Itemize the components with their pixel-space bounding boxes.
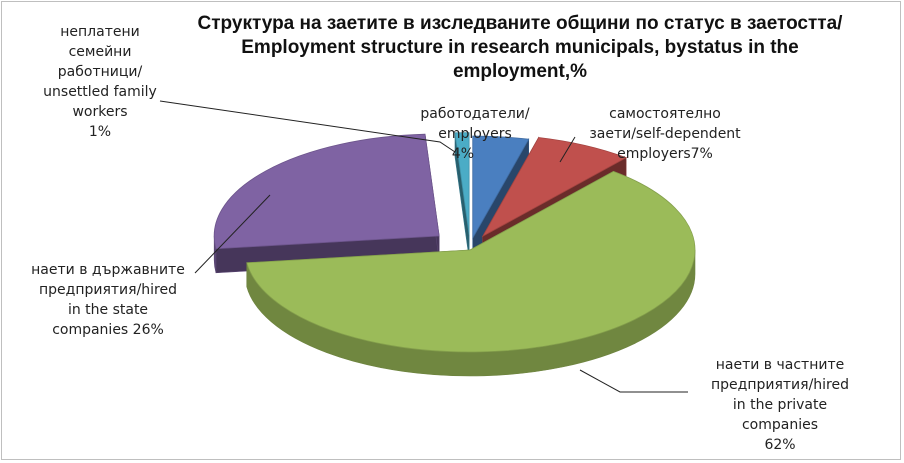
data-label-self-line: самостоятелно <box>609 106 721 122</box>
chart-title-en-1: Employment structure in research municip… <box>241 37 799 58</box>
leader-line-self <box>559 136 576 163</box>
pie-slice-unsettled <box>454 132 470 259</box>
data-label-private-line: наети в частните <box>715 357 845 373</box>
slices-layer <box>213 132 696 377</box>
data-label-employers-line: employers <box>438 126 512 142</box>
data-label-employers-value: 4% <box>451 146 475 162</box>
data-label-unsettled-line: неплатени <box>60 24 140 40</box>
pie-slice-private-top <box>246 170 696 353</box>
chart-title-en-2: employment,% <box>452 61 588 82</box>
pie-slice-state-top <box>213 133 440 250</box>
data-label-state-line: предприятия/hired <box>39 282 177 298</box>
data-label-unsettled-line: семейни <box>68 44 132 60</box>
data-label-unsettled-line: работници/ <box>57 64 143 80</box>
data-label-unsettled-line: 1% <box>88 124 112 140</box>
data-label-self-line: employers7% <box>617 146 713 162</box>
pie-slice-private <box>246 170 696 377</box>
leader-line-unsettled <box>159 100 456 153</box>
data-label-private-line: in the private <box>732 397 828 413</box>
pie-slice-self-top <box>481 137 628 238</box>
pie-slice-unsettled-top <box>454 132 470 235</box>
data-label-state-line: companies 26% <box>52 322 164 338</box>
data-label-state-line: in the state <box>67 302 149 318</box>
data-label-state: наети в държавните предприятия/hired in th… <box>8 260 208 340</box>
pie-slice-employers-top <box>472 135 530 240</box>
data-label-private-line: companies <box>741 417 819 433</box>
chart-title: Структура на заетите в изследваните общи… <box>160 12 880 84</box>
data-label-state-line: наети в държавните <box>31 262 185 278</box>
data-label-private-line: предприятия/hired <box>711 377 849 393</box>
leader-lines <box>159 100 688 393</box>
data-label-private-line: 62% <box>764 437 796 453</box>
data-label-employers: работодатели/employers 4% <box>405 104 545 164</box>
leader-line-state <box>194 194 271 274</box>
data-label-unsettled-line: unsettled family <box>43 84 157 100</box>
data-label-self-line: заети/self-dependent <box>589 126 741 142</box>
data-label-unsettled-line: workers <box>72 104 128 120</box>
data-label-private: наети в частните предприятия/hired in the … <box>690 355 870 455</box>
data-label-self: самостоятелно заети/self-dependent employe… <box>585 104 745 164</box>
data-label-unsettled: неплатени семейни работници/unsettled fami… <box>20 22 180 142</box>
data-label-employers-line: работодатели/ <box>420 106 530 122</box>
leader-line-private <box>579 369 688 393</box>
chart-title-bg: Структура на заетите в изследваните общи… <box>197 13 843 34</box>
